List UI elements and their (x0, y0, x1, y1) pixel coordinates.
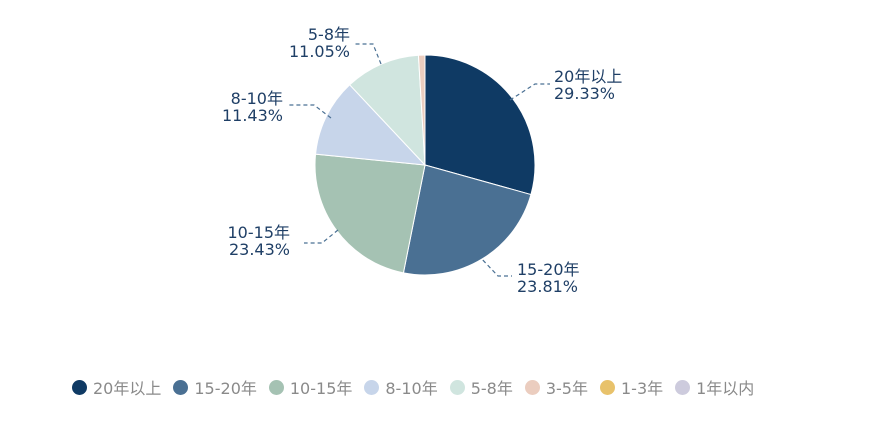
slice-label-3: 10-15年 23.43% (228, 223, 291, 259)
leader-line-5 (354, 43, 382, 65)
leader-line-2 (477, 254, 512, 277)
legend-item-8[interactable]: 1年以内 (675, 375, 754, 399)
leader-lines (288, 43, 550, 277)
legend-item-7[interactable]: 1-3年 (599, 375, 664, 399)
leader-line-3 (304, 229, 339, 244)
slice-labels: 20年以上 29.33% 15-20年 23.81% 10-15年 23.43% 8-10年… (222, 25, 622, 296)
legend-item-3[interactable]: 10-15年 (268, 375, 353, 399)
pie-slice-5[interactable] (348, 54, 426, 167)
legend-label: 10-15年 (289, 379, 353, 398)
slice-label-1: 20年以上 29.33% (554, 67, 622, 103)
leader-line-1 (509, 83, 550, 101)
pie-slice-2[interactable] (402, 164, 532, 276)
leader-line-4 (288, 104, 332, 119)
legend-label: 5-8年 (470, 379, 513, 398)
legend-item-4[interactable]: 8-10年 (364, 375, 438, 399)
pie-slice-4[interactable] (314, 84, 427, 166)
legend-dot-icon (675, 379, 691, 395)
legend-dot-icon (599, 379, 615, 395)
legend-item-5[interactable]: 5-8年 (449, 375, 513, 399)
legend-dot-icon (268, 379, 284, 395)
legend-item-6[interactable]: 3-5年 (524, 375, 588, 399)
legend-label: 3-5年 (545, 379, 588, 398)
legend-dot-icon (524, 379, 540, 395)
legend-item-2[interactable]: 15-20年 (173, 375, 257, 399)
legend-dot-icon (449, 379, 465, 395)
pie-slice-6[interactable] (417, 54, 426, 166)
slice-label-4: 8-10年 11.43% (222, 89, 283, 125)
legend-label: 20年以上 (93, 379, 162, 398)
pie-slices (314, 54, 536, 276)
legend-label: 8-10年 (385, 379, 438, 398)
slice-label-2: 15-20年 23.81% (517, 260, 580, 296)
legend-item-1[interactable]: 20年以上 (72, 375, 161, 399)
legend-label: 15-20年 (194, 379, 257, 398)
legend-label: 1年以内 (696, 379, 755, 398)
legend-dot-icon (72, 379, 87, 395)
legend-dot-icon (364, 379, 380, 395)
legend: 20年以上 15-20年 10-15年 8-10年 5-8年 3-5年 1-3年 1年以内 (72, 375, 766, 399)
legend-dot-icon (173, 379, 189, 395)
slice-label-5: 5-8年 11.05% (289, 25, 350, 61)
legend-label: 1-3年 (620, 379, 664, 398)
